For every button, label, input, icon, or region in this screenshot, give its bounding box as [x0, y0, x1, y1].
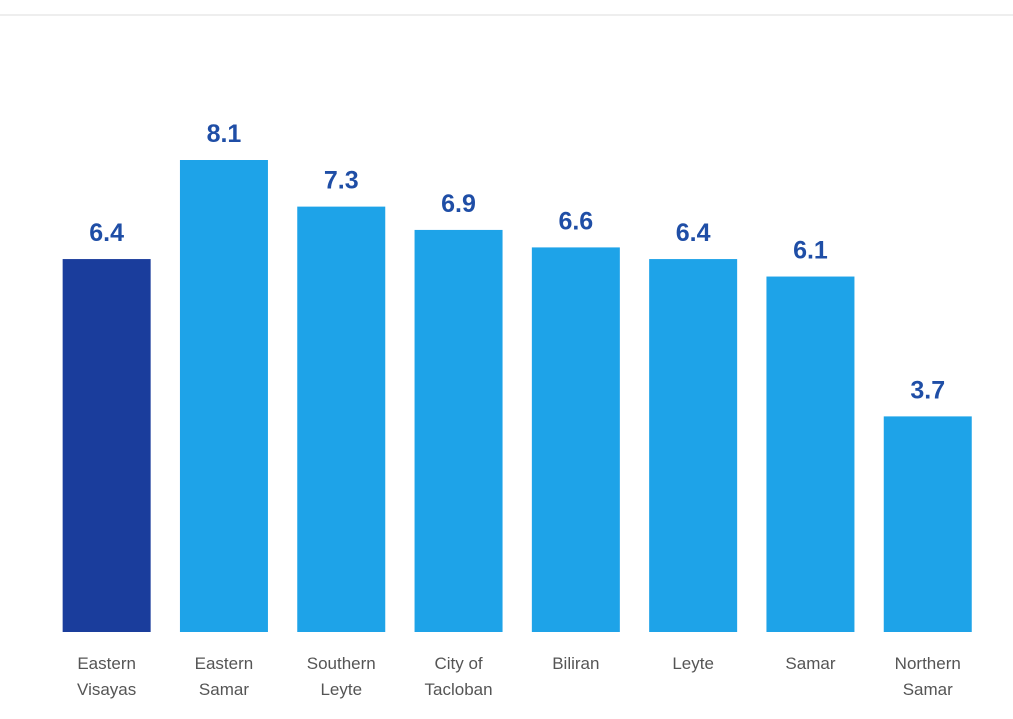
- category-label: Leyte: [320, 680, 362, 699]
- category-label: Eastern: [195, 654, 254, 673]
- category-label: City of: [434, 654, 482, 673]
- value-label: 6.9: [441, 190, 476, 218]
- bar: [883, 416, 972, 632]
- value-label: 6.1: [793, 237, 828, 265]
- bar: [297, 206, 386, 632]
- category-label: Samar: [199, 680, 249, 699]
- bar: [649, 259, 738, 632]
- value-label: 3.7: [910, 376, 945, 404]
- bar: [766, 276, 855, 632]
- category-label: Biliran: [552, 654, 599, 673]
- category-label: Eastern: [77, 654, 136, 673]
- category-label: Tacloban: [425, 680, 493, 699]
- value-label: 6.4: [89, 219, 124, 247]
- value-label: 6.6: [558, 207, 593, 235]
- bar: [414, 229, 503, 633]
- value-label: 6.4: [676, 219, 711, 247]
- category-label: Samar: [903, 680, 953, 699]
- bar: [179, 160, 268, 632]
- bar: [62, 259, 151, 632]
- category-label: Southern: [307, 654, 376, 673]
- bar: [531, 247, 620, 632]
- category-label: Visayas: [77, 680, 136, 699]
- value-label: 7.3: [324, 167, 359, 195]
- category-label: Northern: [895, 654, 961, 673]
- category-label: Samar: [785, 654, 835, 673]
- value-label: 8.1: [207, 120, 242, 148]
- category-label: Leyte: [672, 654, 714, 673]
